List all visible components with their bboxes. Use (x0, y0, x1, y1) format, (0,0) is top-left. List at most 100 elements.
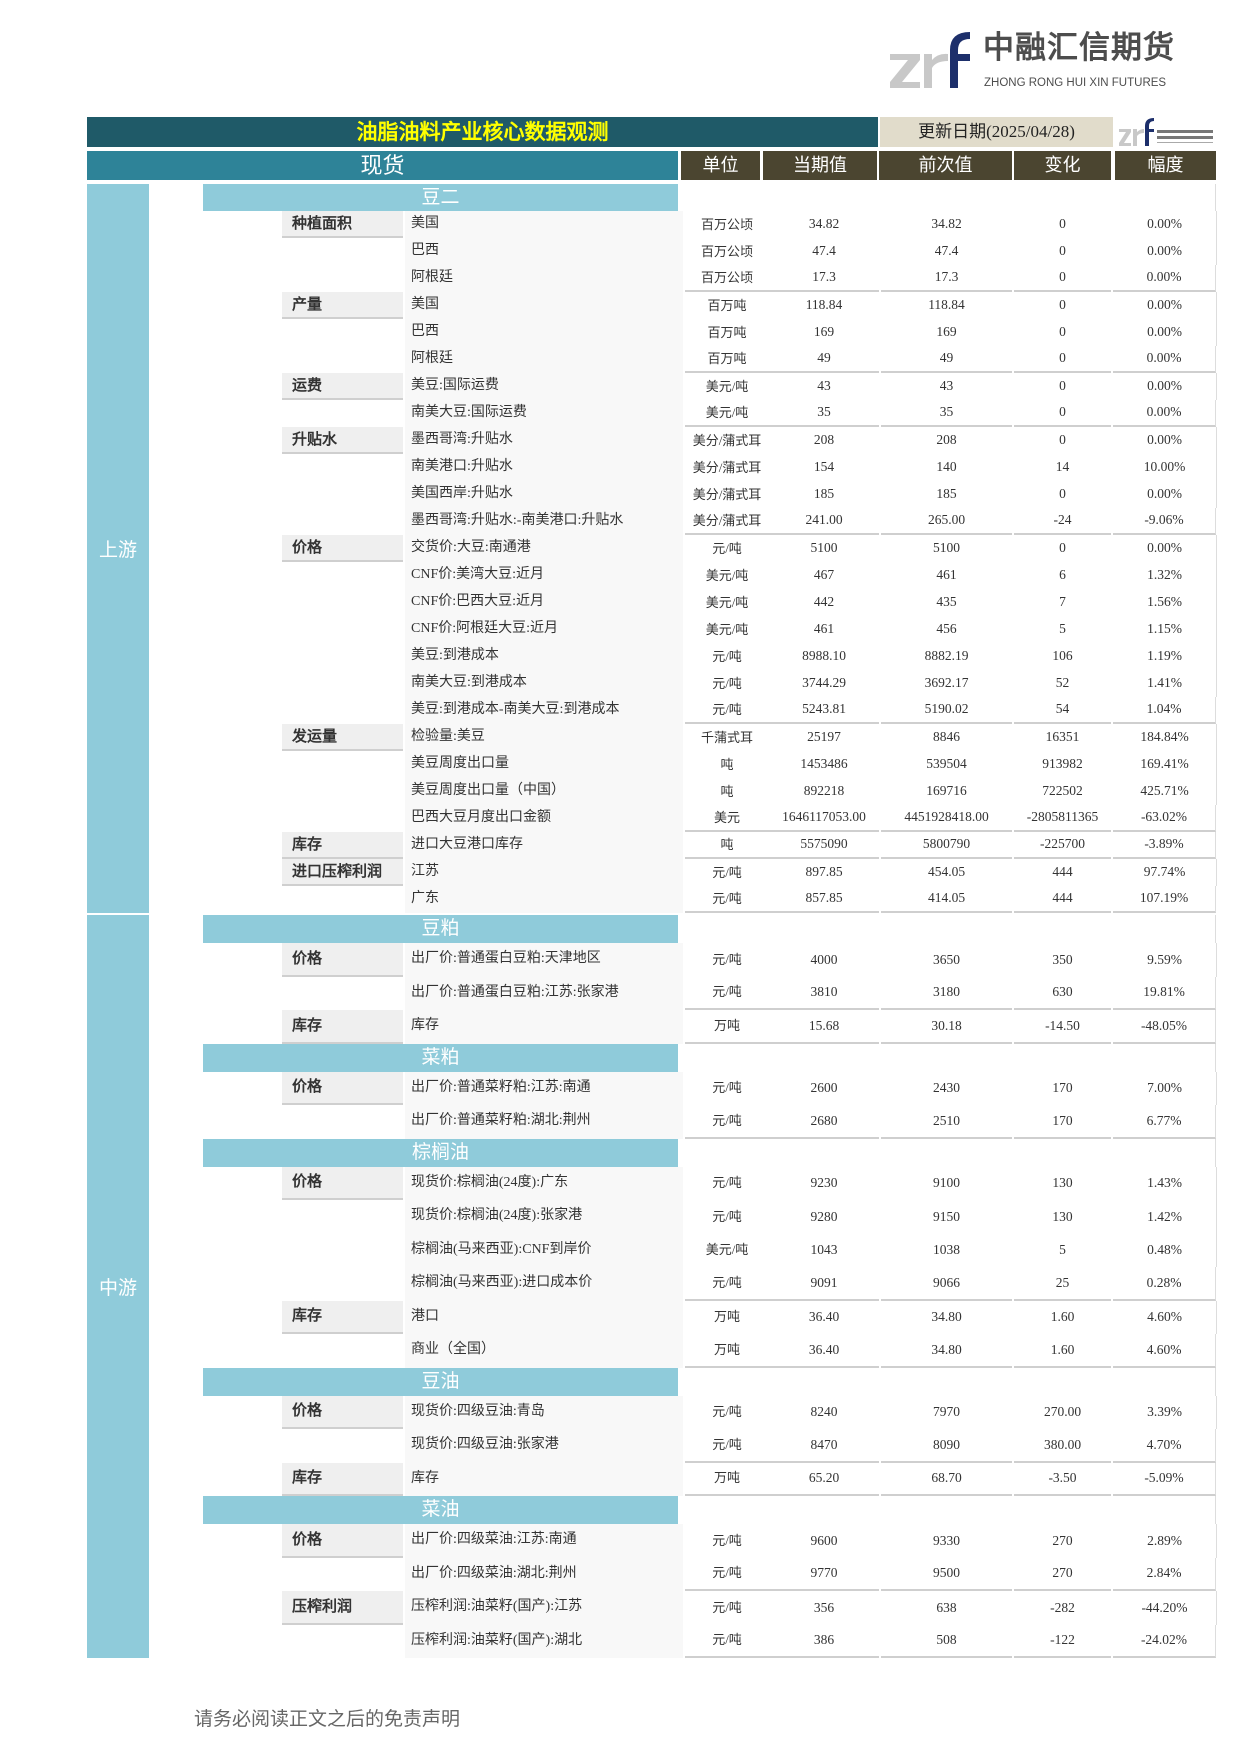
change-value: 7 (1059, 594, 1066, 610)
table-row: 巴西大豆月度出口金额 美元 1646117053.00 4451928418.00 -2… (203, 805, 1216, 832)
previous-value: 17.3 (881, 265, 1012, 292)
previous-value: 9066 (881, 1267, 1012, 1301)
change-value: -122 (1014, 1625, 1111, 1658)
logo-company-name: 中融汇信期货 (983, 30, 1175, 66)
current-value: 65.20 (769, 1463, 879, 1496)
change-value: 380.00 (1014, 1429, 1111, 1463)
change-value: 25 (1014, 1267, 1111, 1301)
pct-change: 1.43% (1113, 1166, 1217, 1200)
current-value: 25197 (807, 729, 841, 745)
table-row: 价格 出厂价:四级菜油:江苏:南通 元/吨 9600 9330 270 2.89% (203, 1524, 1217, 1558)
current-value: 35 (769, 400, 879, 427)
previous-value: 8846 (933, 729, 960, 745)
unit: 元/吨 (685, 697, 769, 724)
table-row: 库存 库存 万吨 65.20 68.70 -3.50 -5.09% (203, 1462, 1216, 1496)
unit: 元/吨 (712, 675, 742, 691)
table-row: 库存 进口大豆港口库存吨 5575090 5800790 -225700 -3.89% (203, 832, 1216, 859)
current-value: 356 (813, 1599, 835, 1615)
change-value: -225700 (1014, 832, 1111, 859)
header-previous: 前次值 (879, 151, 1012, 180)
unit: 美元/吨 (705, 621, 749, 637)
previous-value: 35 (881, 400, 1012, 427)
unit: 吨 (720, 756, 734, 772)
table-border (1215, 1367, 1216, 1396)
current-value: 442 (813, 594, 835, 610)
table-row: 价格 现货价:棕榈油(24度):广东 元/吨 9230 9100 130 1.43% (203, 1166, 1217, 1200)
change-value: -14.50 (1014, 1010, 1111, 1044)
previous-value: 5100 (933, 540, 960, 556)
change-value: -24 (1014, 508, 1111, 535)
change-value: -2805811365 (1014, 805, 1111, 832)
pct-change: 0.00% (1113, 265, 1216, 292)
pct-change: 0.00% (1113, 346, 1216, 373)
table-row: 升贴水 墨西哥湾:升贴水 美分/蒲式耳 208 208 0 0.00% (203, 427, 1217, 454)
table-row: 美豆周度出口量 吨 1453486 539504 913982 169.41% (203, 751, 1217, 778)
unit: 千蒲式耳 (700, 729, 753, 745)
current-value: 34.82 (808, 216, 840, 232)
item-label: 美国西岸:升贴水 (405, 481, 683, 508)
current-value: 1453486 (800, 756, 848, 772)
item-label: 出厂价:四级菜油:湖北:荆州 (405, 1557, 683, 1591)
unit: 元/吨 (685, 1105, 769, 1139)
current-value: 15.68 (769, 1010, 879, 1044)
table-row: 发运量 检验量:美豆 千蒲式耳 25197 8846 16351 184.84% (203, 724, 1217, 751)
unit: 元/吨 (712, 864, 742, 880)
pct-change: 425.71% (1113, 778, 1217, 805)
change-value: 0 (1059, 243, 1066, 259)
item-label: CNF价:阿根廷大豆:近月 (405, 616, 683, 643)
change-value: 270.00 (1043, 1404, 1082, 1420)
table-row: 南美大豆:到港成本 元/吨 3744.29 3692.17 52 1.41% (203, 670, 1217, 697)
item-label: 商业（全国） (405, 1334, 683, 1368)
change-value: 0 (1014, 265, 1111, 292)
unit: 美分/蒲式耳 (692, 432, 762, 448)
item-label: 压榨利润:油菜籽(国产):江苏 (405, 1591, 683, 1625)
current-value: 461 (813, 621, 835, 637)
table-row: 商业（全国） 万吨 36.40 34.80 1.60 4.60% (203, 1334, 1216, 1368)
item-label: 美豆:到港成本 (405, 643, 683, 670)
previous-value: 34.80 (881, 1334, 1012, 1368)
current-value: 5100 (810, 540, 838, 556)
unit: 元/吨 (685, 1558, 769, 1591)
change-value: 0 (1059, 324, 1066, 340)
previous-value: 49 (881, 346, 1012, 373)
table-row: 产量 美国 百万吨 118.84 118.84 0 0.00% (203, 292, 1217, 319)
pct-change: 1.41% (1113, 670, 1217, 697)
change-value: 106 (1052, 648, 1073, 664)
item-label: 美豆周度出口量 (405, 751, 683, 778)
previous-value: 454.05 (927, 864, 966, 880)
current-value: 897.85 (805, 864, 843, 880)
current-value: 8470 (769, 1429, 879, 1463)
item-label: 墨西哥湾:升贴水:-南美港口:升贴水 (405, 508, 683, 535)
previous-value: 9330 (933, 1532, 960, 1548)
category-label: 价格 (282, 1395, 403, 1429)
category-label: 价格 (282, 1166, 403, 1200)
table-row: 种植面积 美国 百万公顷 34.82 34.82 0 0.00% (203, 211, 1217, 238)
table-row: CNF价:阿根廷大豆:近月 美元/吨 461 456 5 1.15% (203, 616, 1217, 643)
item-label: 棕榈油(马来西亚):进口成本价 (405, 1267, 683, 1301)
table-row: 库存 库存 万吨 15.68 30.18 -14.50 -48.05% (203, 1010, 1216, 1044)
header-current: 当期值 (763, 151, 877, 180)
unit: 元/吨 (712, 1080, 742, 1096)
item-label: 交货价:大豆:南通港 (405, 535, 683, 562)
table-row: 棕榈油(马来西亚):CNF到岸价 美元/吨 1043 1038 5 0.48% (203, 1233, 1217, 1267)
change-value: 54 (1014, 697, 1111, 724)
current-value: 2600 (810, 1080, 838, 1096)
previous-value: 118.84 (928, 297, 965, 313)
table-row: 进口压榨利润 江苏 元/吨 897.85 454.05 444 97.74% (203, 859, 1217, 886)
pct-change: 0.00% (1113, 292, 1217, 319)
unit: 百万吨 (707, 297, 747, 313)
previous-value: 508 (881, 1625, 1012, 1658)
item-label: 阿根廷 (405, 265, 683, 292)
section-header: 菜粕 (203, 1043, 1216, 1072)
unit: 百万公顷 (685, 265, 769, 292)
item-label: 压榨利润:油菜籽(国产):湖北 (405, 1624, 683, 1658)
region-table: 豆粕 价格 出厂价:普通蛋白豆粕:天津地区 元/吨 4000 3650 350 9.59% 出厂… (203, 915, 1217, 1658)
change-value: 5 (1059, 621, 1066, 637)
current-value: 154 (813, 459, 835, 475)
pct-change: 10.00% (1113, 454, 1217, 481)
current-value: 5575090 (769, 832, 879, 859)
unit: 元/吨 (712, 648, 742, 664)
pct-change: 107.19% (1113, 886, 1216, 913)
category-label: 价格 (282, 1524, 403, 1558)
table-row: 广东 元/吨 857.85 414.05 444 107.19% (203, 886, 1216, 913)
